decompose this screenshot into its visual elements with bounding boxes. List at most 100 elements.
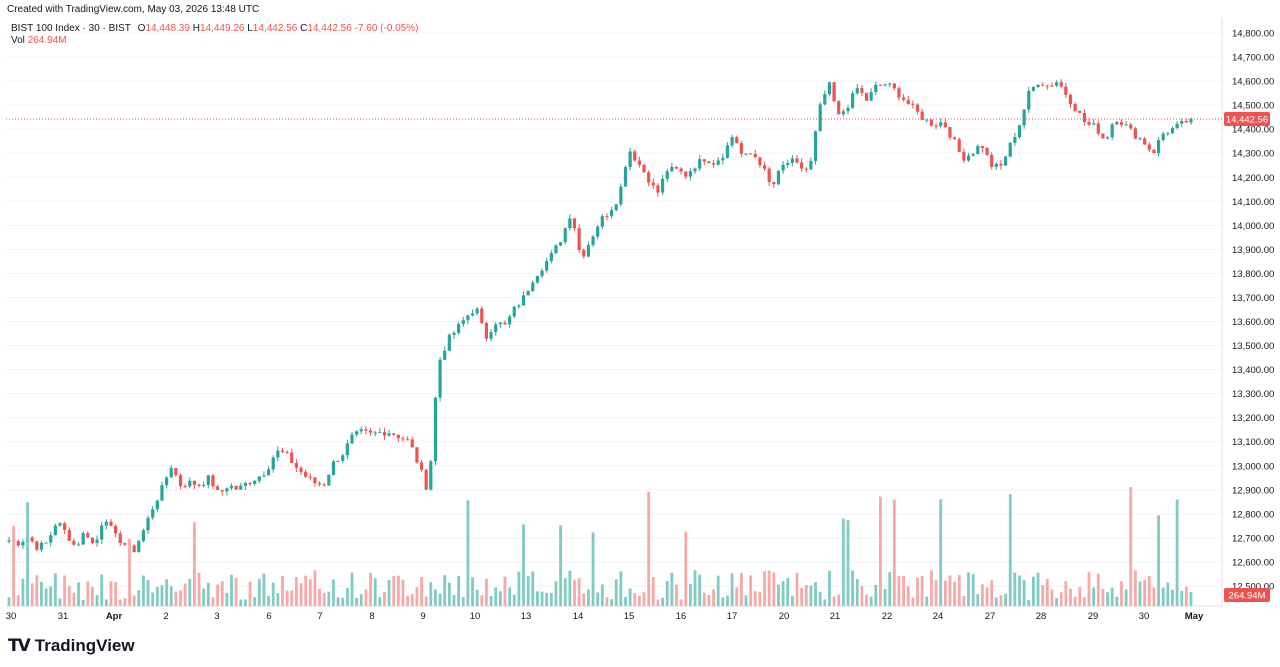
volume-bar xyxy=(383,592,386,606)
candle-body xyxy=(749,153,753,155)
price-tick-label: 12,600.00 xyxy=(1232,557,1274,568)
candle-body xyxy=(415,447,419,463)
candle-body xyxy=(869,92,873,101)
change-value: -7.60 (-0.05%) xyxy=(354,23,419,34)
last-volume-label: 264.94M xyxy=(1229,591,1266,602)
candle-body xyxy=(920,111,924,121)
candle-body xyxy=(800,162,804,169)
volume-bar xyxy=(934,580,938,606)
time-tick-label: 13 xyxy=(521,611,532,622)
candle-body xyxy=(1045,85,1049,87)
candle-body xyxy=(888,83,892,85)
low-value: 14,442.56 xyxy=(252,23,298,34)
price-tick-label: 12,500.00 xyxy=(1232,582,1274,593)
candle-body xyxy=(721,157,725,161)
volume-bar xyxy=(193,522,196,606)
candle-body xyxy=(707,161,711,164)
candle-body xyxy=(1166,133,1170,135)
volume-bar xyxy=(1004,593,1007,606)
volume-bar xyxy=(1184,586,1188,606)
candle-body xyxy=(1124,124,1128,126)
volume-bar xyxy=(721,597,725,606)
volume-bar xyxy=(475,589,479,606)
candle-body xyxy=(688,171,692,177)
volume-bar xyxy=(155,587,159,606)
price-tick-label: 14,100.00 xyxy=(1232,197,1274,208)
candle-body xyxy=(331,461,336,475)
volume-bar xyxy=(638,595,641,606)
candle-body xyxy=(762,165,767,169)
volume-bar xyxy=(675,584,678,606)
volume-bar xyxy=(869,596,873,606)
volume-bar xyxy=(809,585,813,606)
price-tick-label: 13,500.00 xyxy=(1232,341,1274,352)
candle-body xyxy=(600,216,604,227)
volume-bar xyxy=(12,525,16,606)
volume-bar xyxy=(244,599,247,606)
candle-body xyxy=(753,153,757,158)
volume-bar xyxy=(281,576,284,606)
volume-bar xyxy=(216,584,219,606)
volume-bar xyxy=(967,572,970,606)
volume-bar xyxy=(753,591,757,606)
volume-bar xyxy=(40,581,43,606)
candle-body xyxy=(313,477,317,484)
candle-body xyxy=(943,122,947,128)
candle-body xyxy=(1180,120,1184,124)
candle-body xyxy=(758,157,762,166)
volume-bar xyxy=(49,586,53,606)
volume-bar xyxy=(837,594,841,606)
candle-body xyxy=(220,489,224,492)
volume-bar xyxy=(647,491,651,606)
candle-body xyxy=(674,166,679,169)
candle-body xyxy=(725,145,730,158)
volume-bar xyxy=(651,576,655,606)
volume-bar xyxy=(577,578,581,606)
candle-body xyxy=(322,484,326,486)
candle-body xyxy=(355,431,359,435)
candle-body xyxy=(433,397,438,462)
candle-body xyxy=(336,460,340,462)
candle-body xyxy=(1170,127,1175,134)
candle-body xyxy=(605,216,609,218)
candle-body xyxy=(1138,138,1142,140)
candle-body xyxy=(999,163,1003,166)
symbol-label[interactable]: BIST 100 Index · 30 · BIST xyxy=(11,23,131,34)
volume-bar xyxy=(999,595,1003,606)
candle-body xyxy=(165,477,169,486)
volume-bar xyxy=(355,598,359,606)
candle-body xyxy=(470,313,475,316)
volume-bar xyxy=(591,532,595,606)
candle-body xyxy=(957,139,961,152)
candle-body xyxy=(1161,133,1165,141)
candle-body xyxy=(285,451,289,453)
candle-body xyxy=(549,253,553,262)
tradingview-logo[interactable]: TV TradingView xyxy=(8,636,135,656)
time-tick-label: 15 xyxy=(624,611,635,622)
volume-bar xyxy=(1055,598,1058,606)
volume-bar xyxy=(503,576,507,606)
volume-bar xyxy=(262,573,266,606)
candle-body xyxy=(146,517,150,531)
candle-body xyxy=(429,461,433,490)
candle-body xyxy=(990,154,994,167)
candle-body xyxy=(378,431,382,433)
volume-bar xyxy=(114,582,118,606)
volume-bar xyxy=(1073,596,1077,606)
candle-body xyxy=(767,168,771,183)
low-key: L xyxy=(247,23,253,34)
volume-bar xyxy=(902,576,906,606)
volume-bar xyxy=(211,597,215,606)
volume-bar xyxy=(600,584,604,606)
volume-bar xyxy=(559,525,562,606)
volume-bar xyxy=(276,593,280,606)
volume-bar xyxy=(925,596,929,606)
candle-body xyxy=(1147,144,1151,150)
volume-bar xyxy=(77,582,80,606)
volume-bar xyxy=(823,599,827,606)
candle-body xyxy=(1073,104,1077,111)
candle-body xyxy=(21,541,25,546)
time-tick-label: 3 xyxy=(214,611,219,622)
candle-body xyxy=(202,484,206,486)
